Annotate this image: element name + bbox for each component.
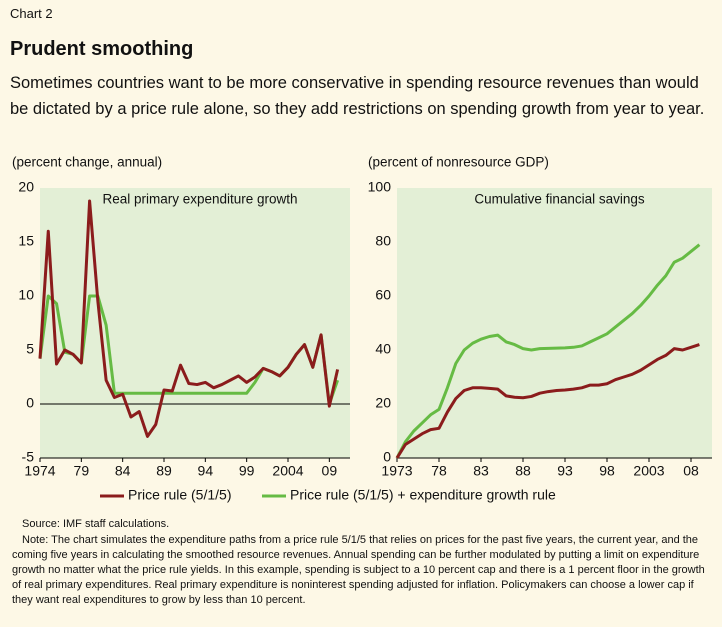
- y-tick-label: 10: [18, 287, 34, 303]
- y-tick-label: 60: [375, 287, 391, 303]
- x-tick-label: 89: [156, 463, 172, 479]
- series-line: [395, 343, 700, 459]
- panel-title: Cumulative financial savings: [474, 192, 645, 207]
- x-tick-label: 93: [557, 463, 573, 479]
- note: Note: The chart simulates the expenditur…: [12, 534, 705, 606]
- x-tick-label: 78: [431, 463, 447, 479]
- y-tick-label: 0: [26, 395, 34, 411]
- y-axis-label: (percent change, annual): [12, 155, 162, 170]
- x-tick-label: 99: [239, 463, 255, 479]
- x-tick-label: 83: [473, 463, 489, 479]
- series-line: [38, 199, 340, 438]
- y-tick-label: 80: [375, 233, 391, 249]
- chart-label: Chart 2: [10, 6, 53, 21]
- x-tick-label: 2004: [272, 463, 303, 479]
- x-tick-label: 98: [599, 463, 615, 479]
- legend-label: Price rule (5/1/5): [128, 487, 231, 503]
- x-tick-label: 88: [515, 463, 531, 479]
- y-tick-label: 5: [26, 341, 34, 357]
- x-tick-label: 84: [115, 463, 131, 479]
- x-tick-label: 94: [198, 463, 214, 479]
- y-tick-label: 20: [18, 179, 34, 195]
- x-tick-label: 1974: [24, 463, 55, 479]
- panel-title: Real primary expenditure growth: [102, 192, 297, 207]
- y-tick-label: 0: [383, 449, 391, 465]
- y-tick-label: 100: [368, 179, 392, 195]
- title: Prudent smoothing: [10, 38, 194, 60]
- y-tick-label: 40: [375, 341, 391, 357]
- source: Source: IMF staff calculations.: [22, 518, 170, 530]
- subtitle: Sometimes countries want to be more cons…: [10, 74, 705, 118]
- x-tick-label: 79: [74, 463, 90, 479]
- y-tick-label: -5: [22, 449, 35, 465]
- y-tick-label: 15: [18, 233, 34, 249]
- x-tick-label: 09: [322, 463, 338, 479]
- series-line: [395, 243, 701, 459]
- y-tick-label: 20: [375, 395, 391, 411]
- x-tick-label: 2003: [633, 463, 664, 479]
- y-axis-label: (percent of nonresource GDP): [368, 155, 549, 170]
- x-tick-label: 08: [683, 463, 699, 479]
- plot-area: [397, 188, 712, 458]
- x-tick-label: 1973: [381, 463, 412, 479]
- legend-label: Price rule (5/1/5) + expenditure growth …: [290, 487, 556, 503]
